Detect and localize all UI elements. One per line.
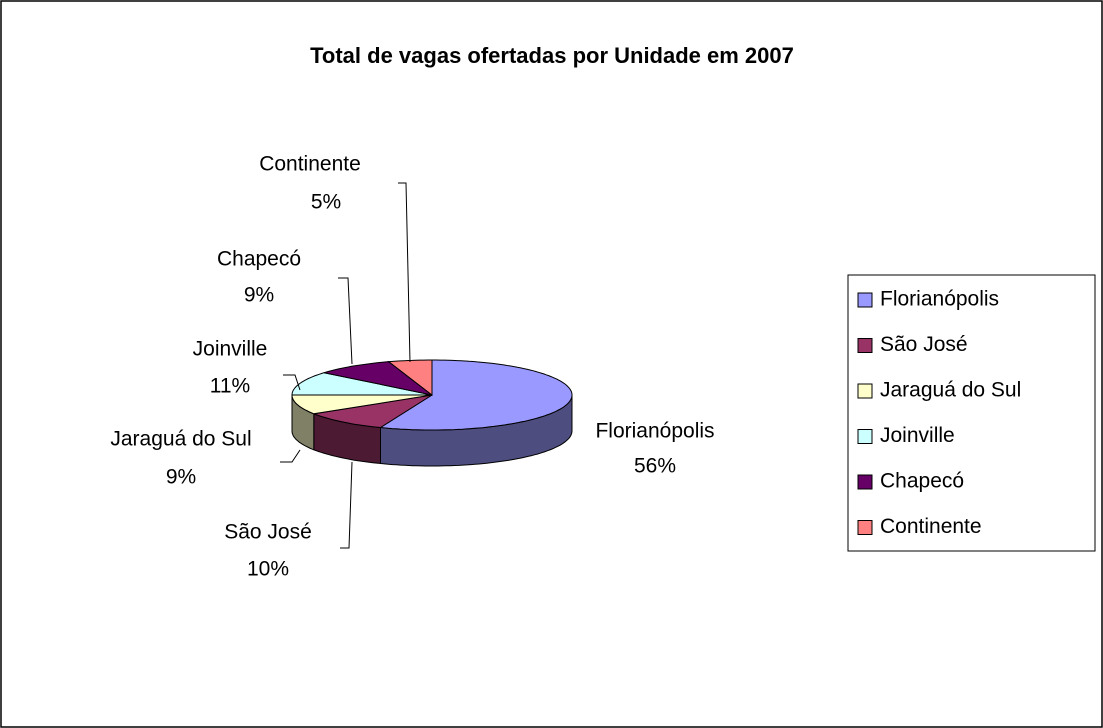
data-label-value: 10% bbox=[247, 558, 289, 581]
legend-swatch bbox=[857, 474, 873, 490]
legend-label: Joinville bbox=[880, 424, 955, 447]
data-label-value: 9% bbox=[166, 466, 196, 489]
data-label-name: Jaraguá do Sul bbox=[110, 428, 251, 451]
data-label-value: 11% bbox=[210, 375, 250, 398]
legend-label: Florianópolis bbox=[880, 288, 999, 311]
chart-title: Total de vagas ofertadas por Unidade em … bbox=[310, 43, 794, 68]
legend-label: Jaraguá do Sul bbox=[880, 379, 1021, 402]
legend-swatch bbox=[857, 520, 873, 535]
data-label-value: 5% bbox=[311, 191, 341, 214]
leader-line bbox=[280, 449, 301, 463]
legend-swatch bbox=[857, 338, 873, 353]
slice bbox=[313, 394, 433, 429]
data-label-value: 9% bbox=[244, 284, 274, 307]
legend-swatch bbox=[857, 429, 873, 444]
data-label-name: São José bbox=[224, 521, 312, 544]
leader-line bbox=[338, 277, 353, 365]
leader-line bbox=[340, 461, 353, 549]
legend-label: São José bbox=[880, 333, 968, 356]
legend-swatch bbox=[857, 383, 873, 399]
data-label-name: Chapecó bbox=[217, 248, 301, 271]
legend-box bbox=[847, 274, 1096, 552]
legend-label: Chapecó bbox=[880, 470, 964, 493]
legend-swatch bbox=[857, 292, 873, 308]
slice bbox=[323, 361, 433, 396]
slice bbox=[291, 394, 433, 415]
leader-line bbox=[283, 374, 301, 391]
data-label-name: Florianópolis bbox=[595, 420, 714, 443]
leader-line bbox=[398, 182, 411, 363]
legend-label: Continente bbox=[880, 515, 982, 538]
data-label-name: Continente bbox=[259, 153, 361, 176]
slice bbox=[379, 359, 573, 431]
data-label-value: 56% bbox=[634, 455, 676, 478]
slice bbox=[291, 372, 433, 396]
data-label-name: Joinville bbox=[193, 338, 268, 361]
